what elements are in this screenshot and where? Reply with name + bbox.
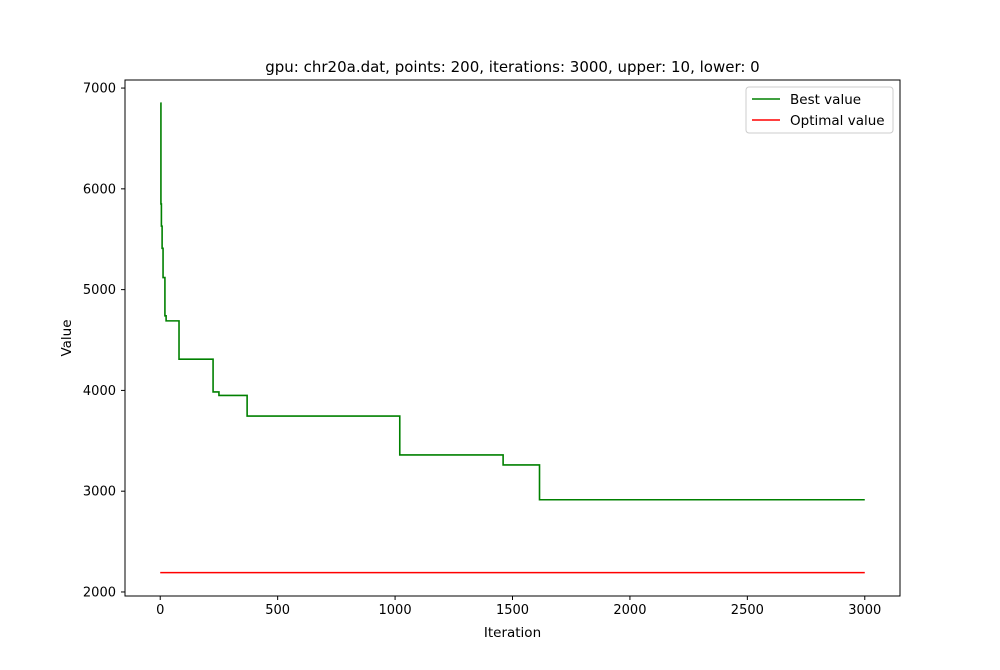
legend: Best value Optimal value — [745, 86, 894, 134]
y-tick-label: 4000 — [83, 384, 116, 399]
x-axis-ticks: 0 500 1000 1500 2000 2500 3000 — [156, 596, 881, 618]
legend-label-optimal-value: Optimal value — [790, 113, 885, 129]
x-tick-label: 1500 — [496, 603, 529, 618]
legend-box — [745, 86, 894, 134]
series-line-best-value — [160, 102, 865, 501]
series-layer — [160, 102, 865, 574]
x-tick-label: 2000 — [613, 603, 646, 618]
x-tick-label: 2500 — [731, 603, 764, 618]
y-tick-label: 7000 — [83, 82, 116, 97]
y-tick-label: 3000 — [83, 485, 116, 500]
y-tick-label: 6000 — [83, 182, 116, 197]
x-tick-label: 1000 — [379, 603, 412, 618]
x-tick-label: 0 — [156, 603, 164, 618]
x-tick-label: 3000 — [848, 603, 881, 618]
y-tick-label: 2000 — [83, 585, 116, 600]
y-axis-ticks: 2000 3000 4000 5000 6000 7000 — [83, 82, 125, 600]
chart-title: gpu: chr20a.dat, points: 200, iterations… — [265, 58, 759, 76]
legend-label-best-value: Best value — [790, 92, 861, 108]
x-tick-label: 500 — [265, 603, 290, 618]
y-axis-label: Value — [59, 319, 75, 356]
y-tick-label: 5000 — [83, 283, 116, 298]
x-axis-label: Iteration — [484, 625, 541, 641]
